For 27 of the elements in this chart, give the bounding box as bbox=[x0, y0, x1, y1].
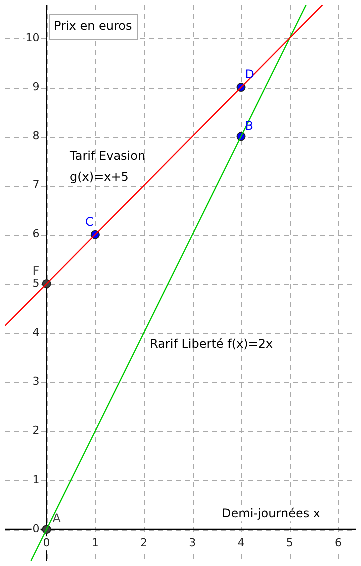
annotation: Rarif Liberté f(x)=2x bbox=[150, 337, 274, 352]
y-tick-label: 2 bbox=[32, 424, 40, 438]
x-tick-label: 6 bbox=[335, 536, 342, 550]
x-tick-label: 2 bbox=[140, 536, 148, 550]
y-tick-label: 10 bbox=[26, 31, 40, 44]
x-tick-label: 0 bbox=[43, 536, 50, 550]
data-label: C bbox=[85, 214, 94, 229]
data-label: F bbox=[32, 264, 40, 278]
y-tick-label: 7 bbox=[32, 178, 40, 192]
data-label: B bbox=[245, 118, 254, 133]
y-tick-label: 1 bbox=[32, 473, 40, 486]
y-tick-label: 0 bbox=[32, 522, 40, 536]
x-tick-label: 3 bbox=[189, 536, 196, 550]
x-tick-label: 1 bbox=[92, 536, 99, 550]
x-axis-title: Demi-journées x bbox=[222, 506, 321, 521]
y-axis-title: Prix en euros bbox=[54, 19, 132, 34]
annotation: Tarif Evasion g(x)=x+5 bbox=[69, 149, 146, 184]
data-label: A bbox=[52, 512, 62, 526]
x-tick-label: 5 bbox=[286, 536, 294, 550]
data-label: D bbox=[245, 68, 255, 82]
y-tick-label: 3 bbox=[32, 375, 40, 388]
y-tick-label: 9 bbox=[32, 80, 40, 94]
y-tick-label: 8 bbox=[32, 129, 40, 142]
y-tick-label: 4 bbox=[32, 326, 40, 339]
x-tick-label: 4 bbox=[238, 536, 245, 550]
y-tick-label: 5 bbox=[32, 276, 40, 290]
y-tick-label: 6 bbox=[32, 228, 40, 241]
